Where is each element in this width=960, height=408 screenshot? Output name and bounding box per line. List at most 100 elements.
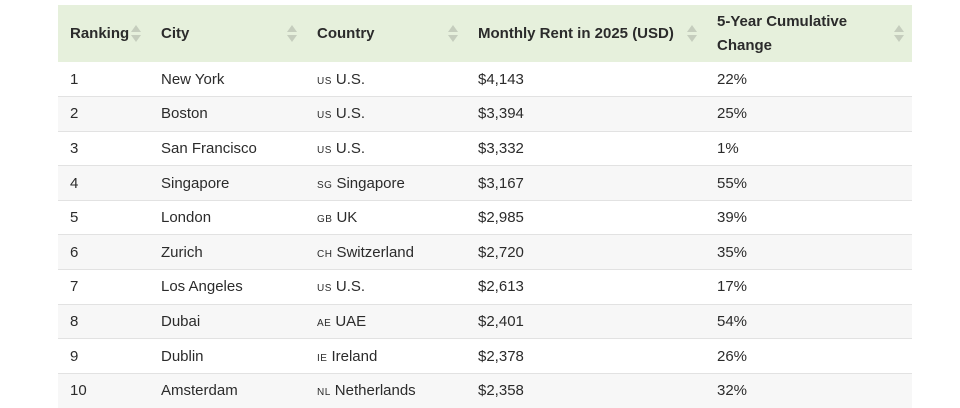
sort-icon[interactable]: [687, 23, 697, 45]
sort-icon[interactable]: [448, 23, 458, 45]
city-cell: Boston: [161, 105, 208, 123]
country-cell: SG Singapore: [305, 166, 466, 201]
city-cell: Los Angeles: [161, 278, 243, 296]
rank-cell: 4: [70, 174, 79, 192]
country-flag-icon: AE: [317, 317, 332, 329]
country-name: U.S.: [335, 105, 366, 123]
country-name: Singapore: [336, 174, 405, 192]
rent-cell: $3,394: [478, 105, 524, 123]
table-row: 8 Dubai AE UAE $2,401 54%: [58, 304, 912, 339]
change-cell: 55%: [717, 174, 748, 192]
country-cell: GB UK: [305, 200, 466, 235]
city-cell: London: [161, 209, 212, 227]
column-header-monthly-rent[interactable]: Monthly Rent in 2025 (USD): [466, 5, 705, 62]
country-flag-icon: SG: [317, 179, 333, 191]
change-cell: 26%: [717, 347, 748, 365]
change-cell: 22%: [717, 70, 748, 88]
country-name: Switzerland: [336, 243, 414, 261]
country-flag-icon: US: [317, 144, 332, 156]
change-cell: 1%: [717, 139, 739, 157]
change-cell: 25%: [717, 105, 748, 123]
country-name: Netherlands: [334, 382, 416, 400]
country-flag-icon: US: [317, 283, 332, 295]
change-cell: 17%: [717, 278, 748, 296]
table-row: 7 Los Angeles US U.S. $2,613 17%: [58, 270, 912, 305]
country-cell: US U.S.: [305, 62, 466, 97]
rent-cell: $2,358: [478, 382, 524, 400]
country-name: Ireland: [331, 347, 378, 365]
city-cell: Zurich: [161, 243, 203, 261]
table-row: 9 Dublin IE Ireland $2,378 26%: [58, 339, 912, 374]
country-flag-icon: US: [317, 75, 332, 87]
sort-icon[interactable]: [131, 23, 141, 45]
country-cell: CH Switzerland: [305, 235, 466, 270]
rank-cell: 1: [70, 70, 79, 88]
country-flag-icon: CH: [317, 248, 333, 260]
country-name: U.S.: [335, 70, 366, 88]
rank-cell: 7: [70, 278, 79, 296]
table-row: 1 New York US U.S. $4,143 22%: [58, 62, 912, 97]
city-cell: Singapore: [161, 174, 230, 192]
table-row: 10 Amsterdam NL Netherlands $2,358 32%: [58, 373, 912, 408]
rank-cell: 3: [70, 139, 79, 157]
rent-cell: $3,167: [478, 174, 524, 192]
country-name: U.S.: [335, 139, 366, 157]
rent-cell: $2,720: [478, 243, 524, 261]
rank-cell: 2: [70, 105, 79, 123]
rent-cell: $2,985: [478, 209, 524, 227]
country-flag-icon: US: [317, 110, 332, 122]
table-row: 6 Zurich CH Switzerland $2,720 35%: [58, 234, 912, 270]
change-cell: 54%: [717, 312, 748, 330]
city-cell: Amsterdam: [161, 382, 238, 400]
column-header-country[interactable]: Country: [305, 5, 466, 62]
country-flag-icon: GB: [317, 214, 333, 226]
country-cell: IE Ireland: [305, 339, 466, 374]
country-flag-icon: IE: [317, 352, 328, 364]
table-body: 1 New York US U.S. $4,143 22% 2 Boston US U.S. $3,…: [58, 62, 912, 408]
column-header-five-year-change[interactable]: 5-Year Cumulative Change: [705, 5, 912, 62]
rank-cell: 10: [70, 382, 87, 400]
column-header-label: 5-Year Cumulative Change: [717, 12, 848, 54]
table-row: 4 Singapore SG Singapore $3,167 55%: [58, 165, 912, 201]
column-header-label: Country: [317, 24, 375, 42]
country-name: UAE: [335, 312, 367, 330]
change-cell: 32%: [717, 382, 748, 400]
table-row: 2 Boston US U.S. $3,394 25%: [58, 96, 912, 132]
country-cell: US U.S.: [305, 131, 466, 166]
sort-icon[interactable]: [287, 23, 297, 45]
rent-cell: $3,332: [478, 139, 524, 157]
country-name: U.S.: [335, 278, 366, 296]
column-header-city[interactable]: City: [149, 5, 305, 62]
country-cell: AE UAE: [305, 304, 466, 339]
rank-cell: 8: [70, 312, 79, 330]
change-cell: 35%: [717, 243, 748, 261]
country-cell: NL Netherlands: [305, 373, 466, 408]
column-header-ranking[interactable]: Ranking: [58, 5, 149, 62]
rent-cell: $2,613: [478, 278, 524, 296]
column-header-label: City: [161, 24, 190, 42]
rank-cell: 9: [70, 347, 79, 365]
change-cell: 39%: [717, 209, 748, 227]
rent-ranking-table: Ranking City Country Monthly Rent in 202…: [58, 5, 912, 408]
country-cell: US U.S.: [305, 97, 466, 132]
rent-cell: $4,143: [478, 70, 524, 88]
country-cell: US U.S.: [305, 270, 466, 305]
rank-cell: 5: [70, 209, 79, 227]
rank-cell: 6: [70, 243, 79, 261]
city-cell: Dublin: [161, 347, 204, 365]
rent-ranking-table-container: Ranking City Country Monthly Rent in 202…: [58, 5, 912, 408]
table-header: Ranking City Country Monthly Rent in 202…: [58, 5, 912, 62]
city-cell: San Francisco: [161, 139, 257, 157]
column-header-label: Monthly Rent in 2025 (USD): [478, 24, 674, 42]
table-row: 5 London GB UK $2,985 39%: [58, 200, 912, 235]
column-header-label: Ranking: [70, 24, 130, 42]
country-name: UK: [336, 209, 358, 227]
city-cell: New York: [161, 70, 225, 88]
rent-cell: $2,401: [478, 312, 524, 330]
country-flag-icon: NL: [317, 387, 331, 399]
table-row: 3 San Francisco US U.S. $3,332 1%: [58, 131, 912, 166]
rent-cell: $2,378: [478, 347, 524, 365]
header-row: Ranking City Country Monthly Rent in 202…: [58, 5, 912, 62]
city-cell: Dubai: [161, 312, 201, 330]
sort-icon[interactable]: [894, 23, 904, 45]
